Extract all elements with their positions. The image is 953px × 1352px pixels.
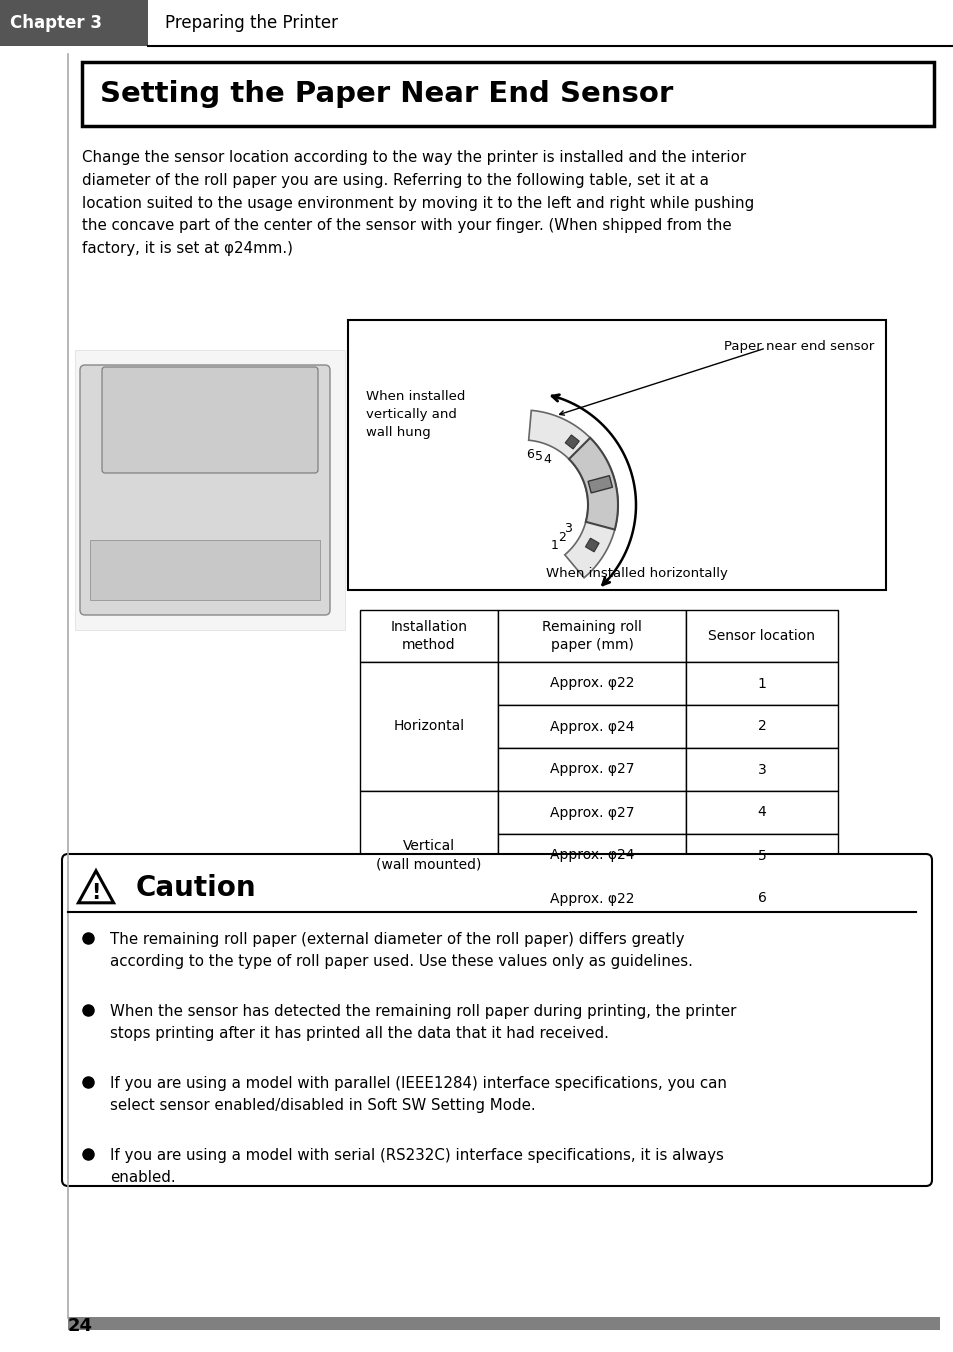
Text: Approx. φ24: Approx. φ24	[549, 719, 634, 734]
Text: When the sensor has detected the remaining roll paper during printing, the print: When the sensor has detected the remaini…	[110, 1005, 736, 1041]
Text: Approx. φ22: Approx. φ22	[549, 676, 634, 691]
Text: If you are using a model with parallel (IEEE1284) interface specifications, you : If you are using a model with parallel (…	[110, 1076, 726, 1113]
Text: 5: 5	[535, 450, 542, 462]
Text: Remaining roll
paper (mm): Remaining roll paper (mm)	[541, 619, 641, 652]
Bar	[359, 610, 497, 662]
Bar	[685, 610, 837, 662]
Text: 6: 6	[757, 891, 765, 906]
Polygon shape	[78, 871, 113, 903]
Bar	[497, 791, 685, 834]
Text: Change the sensor location according to the way the printer is installed and the: Change the sensor location according to …	[82, 150, 754, 256]
Bar	[685, 748, 837, 791]
Text: 5: 5	[757, 849, 765, 863]
Text: Approx. φ22: Approx. φ22	[549, 891, 634, 906]
Text: Caution: Caution	[136, 873, 256, 902]
Polygon shape	[528, 411, 618, 577]
Text: 2: 2	[558, 531, 565, 545]
Text: Paper near end sensor: Paper near end sensor	[723, 339, 873, 353]
Text: Setting the Paper Near End Sensor: Setting the Paper Near End Sensor	[100, 80, 673, 108]
Text: 4: 4	[542, 453, 550, 466]
Text: When installed
vertically and
wall hung: When installed vertically and wall hung	[366, 389, 465, 439]
Bar	[82, 62, 933, 126]
Text: 3: 3	[757, 763, 765, 776]
Bar	[685, 791, 837, 834]
Polygon shape	[585, 538, 598, 552]
Text: When installed horizontally: When installed horizontally	[545, 566, 727, 580]
Bar	[497, 748, 685, 791]
Bar	[685, 834, 837, 877]
Text: 3: 3	[563, 522, 572, 535]
FancyBboxPatch shape	[80, 365, 330, 615]
Bar	[685, 704, 837, 748]
Text: Horizontal: Horizontal	[393, 719, 464, 734]
Text: Preparing the Printer: Preparing the Printer	[165, 14, 337, 32]
Text: !: !	[91, 883, 101, 903]
Bar	[359, 662, 497, 791]
Bar	[497, 662, 685, 704]
Polygon shape	[568, 438, 618, 530]
Bar	[90, 539, 319, 600]
Bar	[0, 0, 148, 46]
Bar	[68, 1317, 939, 1330]
Bar	[497, 704, 685, 748]
Text: 2: 2	[757, 719, 765, 734]
Text: 4: 4	[757, 806, 765, 819]
Text: Sensor location: Sensor location	[708, 629, 815, 644]
Text: 6: 6	[526, 448, 534, 461]
Text: Vertical
(wall mounted): Vertical (wall mounted)	[375, 840, 481, 872]
Text: Chapter 3: Chapter 3	[10, 14, 102, 32]
Text: Approx. φ24: Approx. φ24	[549, 849, 634, 863]
Bar	[348, 320, 885, 589]
FancyBboxPatch shape	[102, 366, 317, 473]
Polygon shape	[587, 476, 612, 493]
Text: Installation
method: Installation method	[390, 619, 467, 652]
Text: If you are using a model with serial (RS232C) interface specifications, it is al: If you are using a model with serial (RS…	[110, 1148, 723, 1184]
Bar	[685, 877, 837, 919]
Polygon shape	[564, 435, 578, 449]
Text: 1: 1	[757, 676, 765, 691]
Text: The remaining roll paper (external diameter of the roll paper) differs greatly
a: The remaining roll paper (external diame…	[110, 932, 692, 968]
Bar	[497, 877, 685, 919]
Bar	[497, 834, 685, 877]
Text: 1: 1	[550, 538, 558, 552]
Text: Approx. φ27: Approx. φ27	[549, 763, 634, 776]
Text: Approx. φ27: Approx. φ27	[549, 806, 634, 819]
Text: 24: 24	[68, 1317, 92, 1334]
Bar	[685, 662, 837, 704]
FancyBboxPatch shape	[62, 854, 931, 1186]
Bar	[359, 791, 497, 919]
Bar	[75, 350, 345, 630]
Bar	[497, 610, 685, 662]
